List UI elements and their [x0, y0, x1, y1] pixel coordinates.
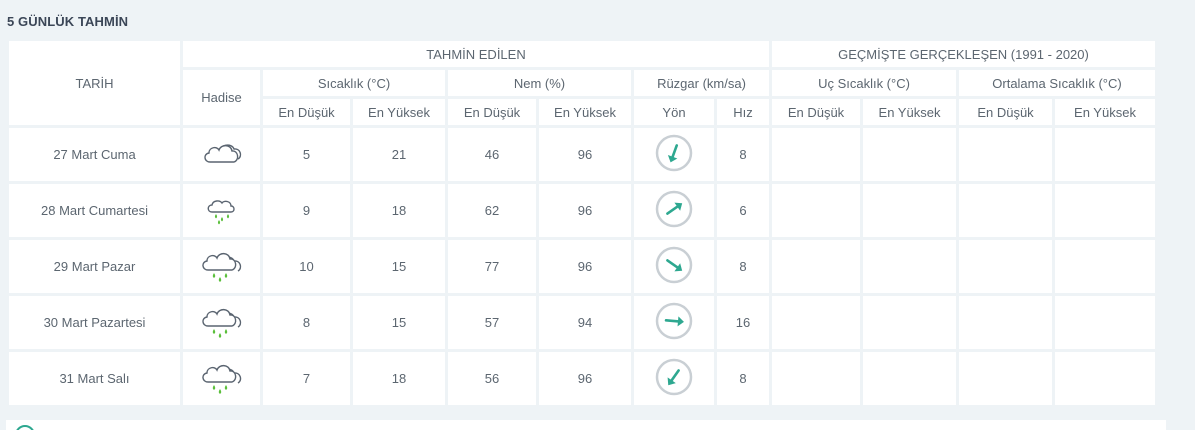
row-extreme-low	[772, 352, 860, 405]
rain-icon	[198, 192, 246, 226]
row-extreme-low	[772, 296, 860, 349]
header-wind-speed: Hız	[717, 99, 769, 125]
table-row: 28 Mart Cumartesi 9 18 62 96 6	[9, 184, 1155, 237]
table-row: 27 Mart Cuma 5 21 46 96 8	[9, 128, 1155, 181]
header-ruzgar: Rüzgar (km/sa)	[634, 70, 769, 96]
row-extreme-high	[863, 184, 956, 237]
row-date: 27 Mart Cuma	[9, 128, 180, 181]
row-extreme-low	[772, 240, 860, 293]
row-avg-high	[1055, 352, 1155, 405]
header-uc-sicaklik: Uç Sıcaklık (°C)	[772, 70, 956, 96]
row-avg-high	[1055, 184, 1155, 237]
row-hum-low: 46	[448, 128, 536, 181]
row-avg-low	[959, 296, 1052, 349]
row-avg-low	[959, 352, 1052, 405]
row-wind-dir	[634, 352, 714, 405]
header-tahmin-edilen: TAHMİN EDİLEN	[183, 41, 769, 67]
forecast-table: TARİH TAHMİN EDİLEN GEÇMİŞTE GERÇEKLEŞEN…	[6, 38, 1158, 408]
wind-direction-icon	[654, 301, 694, 341]
row-hum-low: 77	[448, 240, 536, 293]
row-hadise	[183, 184, 260, 237]
row-hadise	[183, 352, 260, 405]
row-hadise	[183, 296, 260, 349]
row-wind-dir	[634, 184, 714, 237]
row-extreme-high	[863, 296, 956, 349]
row-hum-high: 96	[539, 352, 631, 405]
header-extreme-low: En Düşük	[772, 99, 860, 125]
row-temp-high: 15	[353, 240, 445, 293]
header-hum-low: En Düşük	[448, 99, 536, 125]
row-wind-speed: 8	[717, 240, 769, 293]
wind-direction-icon	[654, 357, 694, 397]
row-wind-dir	[634, 296, 714, 349]
row-temp-high: 21	[353, 128, 445, 181]
header-temp-low: En Düşük	[263, 99, 350, 125]
cloudy-icon	[198, 136, 246, 170]
row-avg-high	[1055, 240, 1155, 293]
cloud-rain-icon	[198, 360, 246, 394]
header-ortalama-sicaklik: Ortalama Sıcaklık (°C)	[959, 70, 1155, 96]
row-temp-low: 5	[263, 128, 350, 181]
table-row: 29 Mart Pazar 10 15 77 96 8	[9, 240, 1155, 293]
table-row: 31 Mart Salı 7 18 56 96 8	[9, 352, 1155, 405]
row-avg-low	[959, 240, 1052, 293]
row-extreme-low	[772, 184, 860, 237]
row-date: 30 Mart Pazartesi	[9, 296, 180, 349]
row-wind-speed: 8	[717, 352, 769, 405]
header-nem: Nem (%)	[448, 70, 631, 96]
row-avg-high	[1055, 296, 1155, 349]
row-temp-low: 10	[263, 240, 350, 293]
row-temp-high: 15	[353, 296, 445, 349]
row-extreme-low	[772, 128, 860, 181]
header-avg-high: En Yüksek	[1055, 99, 1155, 125]
row-extreme-high	[863, 240, 956, 293]
row-wind-dir	[634, 240, 714, 293]
header-avg-low: En Düşük	[959, 99, 1052, 125]
table-row: 30 Mart Pazartesi 8 15 57 94 16	[9, 296, 1155, 349]
header-temp-high: En Yüksek	[353, 99, 445, 125]
row-hadise	[183, 240, 260, 293]
cloud-rain-icon	[198, 304, 246, 338]
row-temp-high: 18	[353, 352, 445, 405]
row-hum-low: 62	[448, 184, 536, 237]
row-temp-low: 7	[263, 352, 350, 405]
wind-direction-icon	[654, 245, 694, 285]
header-extreme-high: En Yüksek	[863, 99, 956, 125]
info-bar	[6, 420, 1166, 430]
header-hadise: Hadise	[183, 70, 260, 125]
row-wind-dir	[634, 128, 714, 181]
header-wind-dir: Yön	[634, 99, 714, 125]
header-sicaklik: Sıcaklık (°C)	[263, 70, 445, 96]
row-avg-high	[1055, 128, 1155, 181]
info-circle-icon	[16, 425, 34, 430]
header-hum-high: En Yüksek	[539, 99, 631, 125]
wind-direction-icon	[654, 189, 694, 229]
section-title: 5 GÜNLÜK TAHMİN	[7, 14, 129, 29]
row-hum-high: 96	[539, 184, 631, 237]
row-extreme-high	[863, 128, 956, 181]
row-hum-low: 56	[448, 352, 536, 405]
row-temp-high: 18	[353, 184, 445, 237]
row-avg-low	[959, 128, 1052, 181]
row-temp-low: 9	[263, 184, 350, 237]
row-extreme-high	[863, 352, 956, 405]
header-tarih: TARİH	[9, 41, 180, 125]
cloud-rain-icon	[198, 248, 246, 282]
row-wind-speed: 8	[717, 128, 769, 181]
row-date: 29 Mart Pazar	[9, 240, 180, 293]
row-hum-high: 96	[539, 240, 631, 293]
row-hum-high: 94	[539, 296, 631, 349]
header-gecmiste: GEÇMİŞTE GERÇEKLEŞEN (1991 - 2020)	[772, 41, 1155, 67]
wind-direction-icon	[654, 133, 694, 173]
row-temp-low: 8	[263, 296, 350, 349]
row-wind-speed: 16	[717, 296, 769, 349]
row-hadise	[183, 128, 260, 181]
row-avg-low	[959, 184, 1052, 237]
row-date: 28 Mart Cumartesi	[9, 184, 180, 237]
row-wind-speed: 6	[717, 184, 769, 237]
row-hum-high: 96	[539, 128, 631, 181]
row-date: 31 Mart Salı	[9, 352, 180, 405]
row-hum-low: 57	[448, 296, 536, 349]
